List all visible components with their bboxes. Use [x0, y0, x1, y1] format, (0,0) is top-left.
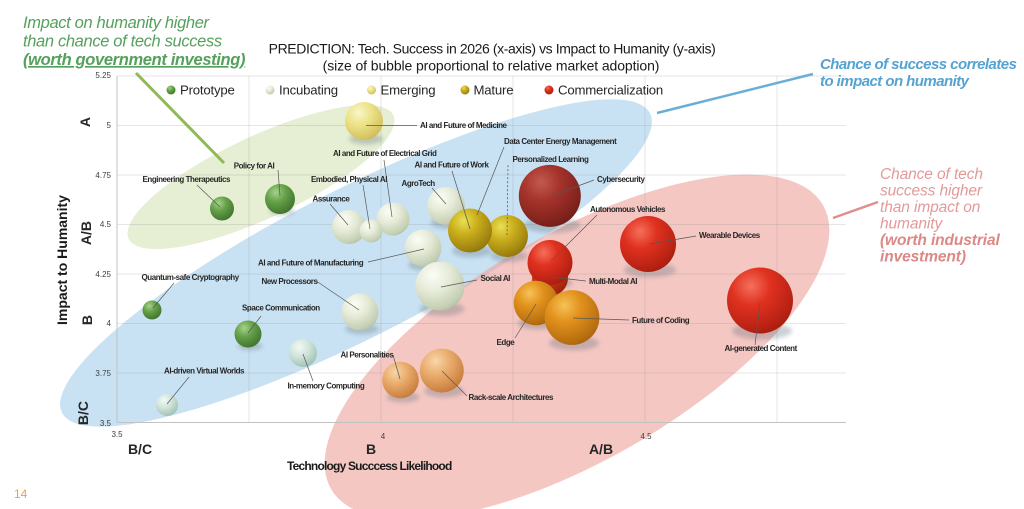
svg-text:Rack-scale Architectures: Rack-scale Architectures: [469, 393, 555, 402]
svg-text:AI and Future of Manufacturing: AI and Future of Manufacturing: [258, 259, 364, 268]
svg-text:Wearable Devices: Wearable Devices: [699, 231, 761, 240]
svg-text:4: 4: [381, 432, 386, 441]
svg-text:5: 5: [107, 121, 112, 130]
svg-text:Embodied, Physical AI: Embodied, Physical AI: [311, 175, 387, 184]
svg-text:AI-driven Virtual Worlds: AI-driven Virtual Worlds: [164, 367, 245, 376]
svg-text:Data Center Energy Management: Data Center Energy Management: [504, 137, 617, 146]
svg-text:than impact on: than impact on: [880, 199, 980, 216]
svg-text:than chance of tech success: than chance of tech success: [23, 33, 222, 51]
svg-text:AI-generated Content: AI-generated Content: [725, 344, 798, 353]
svg-text:Autonomous Vehicles: Autonomous Vehicles: [590, 205, 666, 214]
svg-text:4.25: 4.25: [95, 270, 111, 279]
svg-text:Personalized Learning: Personalized Learning: [513, 155, 589, 164]
svg-text:Impact to Humanity: Impact to Humanity: [54, 195, 70, 325]
svg-text:Incubating: Incubating: [279, 83, 338, 98]
svg-text:AI and Future of Work: AI and Future of Work: [415, 161, 490, 170]
svg-text:4: 4: [107, 319, 112, 328]
svg-text:4.5: 4.5: [100, 220, 112, 229]
svg-text:Impact on humanity higher: Impact on humanity higher: [23, 14, 211, 32]
svg-text:Mature: Mature: [474, 83, 514, 98]
svg-text:Technology Succcess Likelihoo: Technology Succcess Likelihood: [287, 459, 452, 473]
svg-text:Commercialization: Commercialization: [558, 83, 663, 98]
svg-text:Engineering Therapeutics: Engineering Therapeutics: [143, 175, 231, 184]
svg-text:Chance of tech: Chance of tech: [880, 166, 983, 183]
svg-text:Cybersecurity: Cybersecurity: [597, 175, 646, 184]
svg-text:AI Personalities: AI Personalities: [341, 351, 395, 360]
svg-text:B: B: [366, 441, 376, 457]
svg-text:(size of bubble proportional t: (size of bubble proportional to relative…: [323, 58, 660, 74]
svg-text:A: A: [77, 117, 93, 127]
svg-text:3.5: 3.5: [111, 430, 123, 439]
svg-text:investment): investment): [880, 249, 966, 266]
svg-text:(worth industrial: (worth industrial: [880, 232, 1001, 249]
svg-text:Assurance: Assurance: [313, 195, 351, 204]
svg-text:AI and Future of Electrical G: AI and Future of Electrical Grid: [333, 149, 437, 158]
svg-text:PREDICTION: Tech. Success in 2: PREDICTION: Tech. Success in 2026 (x-axi…: [269, 41, 716, 57]
svg-text:AI and Future of Medicine: AI and Future of Medicine: [420, 121, 508, 130]
svg-text:Emerging: Emerging: [381, 83, 436, 98]
svg-text:A/B: A/B: [589, 441, 613, 457]
svg-text:AgroTech: AgroTech: [402, 179, 436, 188]
svg-text:Quantum-safe Cryptography: Quantum-safe Cryptography: [142, 273, 240, 282]
svg-text:Edge: Edge: [497, 338, 516, 347]
svg-text:success higher: success higher: [880, 183, 983, 200]
svg-text:5.25: 5.25: [95, 71, 111, 80]
svg-text:Future of Coding: Future of Coding: [632, 316, 690, 325]
svg-text:B/C: B/C: [128, 441, 152, 457]
svg-text:New Processors: New Processors: [262, 277, 319, 286]
svg-text:3.75: 3.75: [95, 369, 111, 378]
svg-text:14: 14: [14, 487, 28, 501]
svg-text:Space Communication: Space Communication: [242, 304, 320, 313]
svg-text:humanity: humanity: [880, 216, 943, 233]
svg-text:B/C: B/C: [75, 401, 91, 425]
svg-text:B: B: [79, 315, 95, 325]
svg-text:Multi-Modal AI: Multi-Modal AI: [589, 277, 637, 286]
svg-text:Policy for AI: Policy for AI: [234, 162, 275, 171]
svg-text:to impact on humanity: to impact on humanity: [820, 73, 970, 90]
svg-text:A/B: A/B: [78, 221, 94, 245]
svg-text:In-memory Computing: In-memory Computing: [288, 382, 365, 391]
svg-text:4.5: 4.5: [640, 432, 652, 441]
svg-text:3.5: 3.5: [100, 419, 112, 428]
svg-text:Prototype: Prototype: [180, 83, 235, 98]
svg-text:Chance of success correlates: Chance of success correlates: [820, 56, 1017, 73]
svg-text:4.75: 4.75: [95, 171, 111, 180]
svg-text:Social AI: Social AI: [481, 274, 511, 283]
svg-text:(worth government investing): (worth government investing): [23, 51, 246, 69]
